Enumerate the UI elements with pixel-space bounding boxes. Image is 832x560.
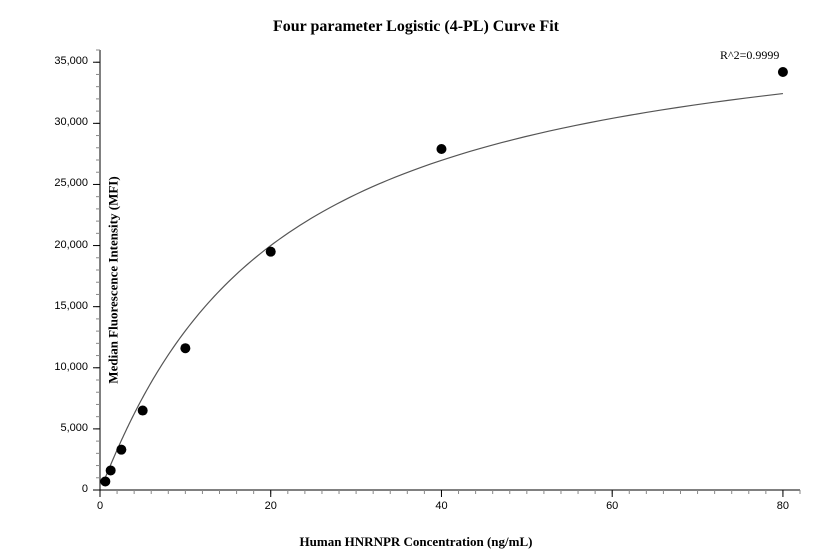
y-tick-label: 5,000 [0,422,88,434]
data-point [100,476,110,486]
y-tick-label: 30,000 [0,116,88,128]
data-point [138,406,148,416]
chart-container: Four parameter Logistic (4-PL) Curve Fit… [0,0,832,560]
x-tick-label: 80 [763,500,803,512]
x-tick-label: 40 [421,500,461,512]
y-tick-label: 35,000 [0,55,88,67]
y-tick-label: 25,000 [0,177,88,189]
x-tick-label: 60 [592,500,632,512]
data-point [106,465,116,475]
data-point [116,445,126,455]
x-tick-label: 20 [251,500,291,512]
y-tick-label: 0 [0,483,88,495]
y-tick-label: 10,000 [0,361,88,373]
data-point [778,67,788,77]
data-point [180,343,190,353]
data-point [436,144,446,154]
data-point [266,247,276,257]
y-tick-label: 20,000 [0,239,88,251]
y-tick-label: 15,000 [0,300,88,312]
plot-svg [0,0,832,560]
x-tick-label: 0 [80,500,120,512]
